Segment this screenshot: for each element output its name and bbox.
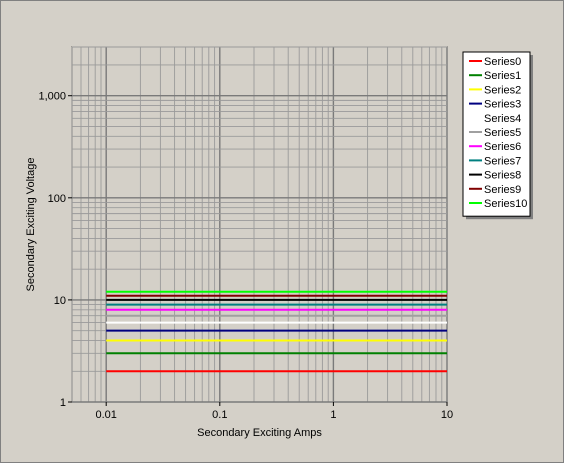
y-tick-label: 10 bbox=[54, 295, 66, 307]
legend-label: Series7 bbox=[484, 155, 521, 167]
legend-label: Series4 bbox=[484, 113, 521, 125]
series-lines bbox=[106, 290, 447, 373]
legend-label: Series8 bbox=[484, 170, 521, 182]
y-axis-ticks: 1 10 100 1,000 bbox=[38, 91, 72, 409]
y-tick-label: 1 bbox=[60, 397, 66, 409]
legend-label: Series9 bbox=[484, 184, 521, 196]
y-tick-label: 1,000 bbox=[38, 91, 66, 103]
legend-label: Series1 bbox=[484, 70, 521, 82]
legend-label: Series5 bbox=[484, 127, 521, 139]
legend-label: Series0 bbox=[484, 56, 521, 68]
x-tick-label: 10 bbox=[441, 409, 453, 421]
legend-label: Series6 bbox=[484, 141, 521, 153]
x-tick-label: 0.1 bbox=[212, 409, 227, 421]
legend-label: Series10 bbox=[484, 198, 527, 210]
legend: Series0 Series1 Series2 Series3 Series4 Serie… bbox=[462, 51, 533, 220]
x-axis-label: Secondary Exciting Amps bbox=[197, 427, 322, 439]
x-tick-label: 0.01 bbox=[95, 409, 116, 421]
legend-items: Series0 Series1 Series2 Series3 Series4 Serie… bbox=[469, 56, 527, 210]
plot-area bbox=[71, 46, 448, 403]
legend-label: Series3 bbox=[484, 99, 521, 111]
x-tick-label: 1 bbox=[330, 409, 336, 421]
y-axis-label: Secondary Exciting Voltage bbox=[25, 158, 37, 292]
legend-label: Series2 bbox=[484, 84, 521, 96]
x-axis-ticks: 0.01 0.1 1 10 bbox=[95, 402, 453, 421]
y-tick-label: 100 bbox=[48, 193, 66, 205]
